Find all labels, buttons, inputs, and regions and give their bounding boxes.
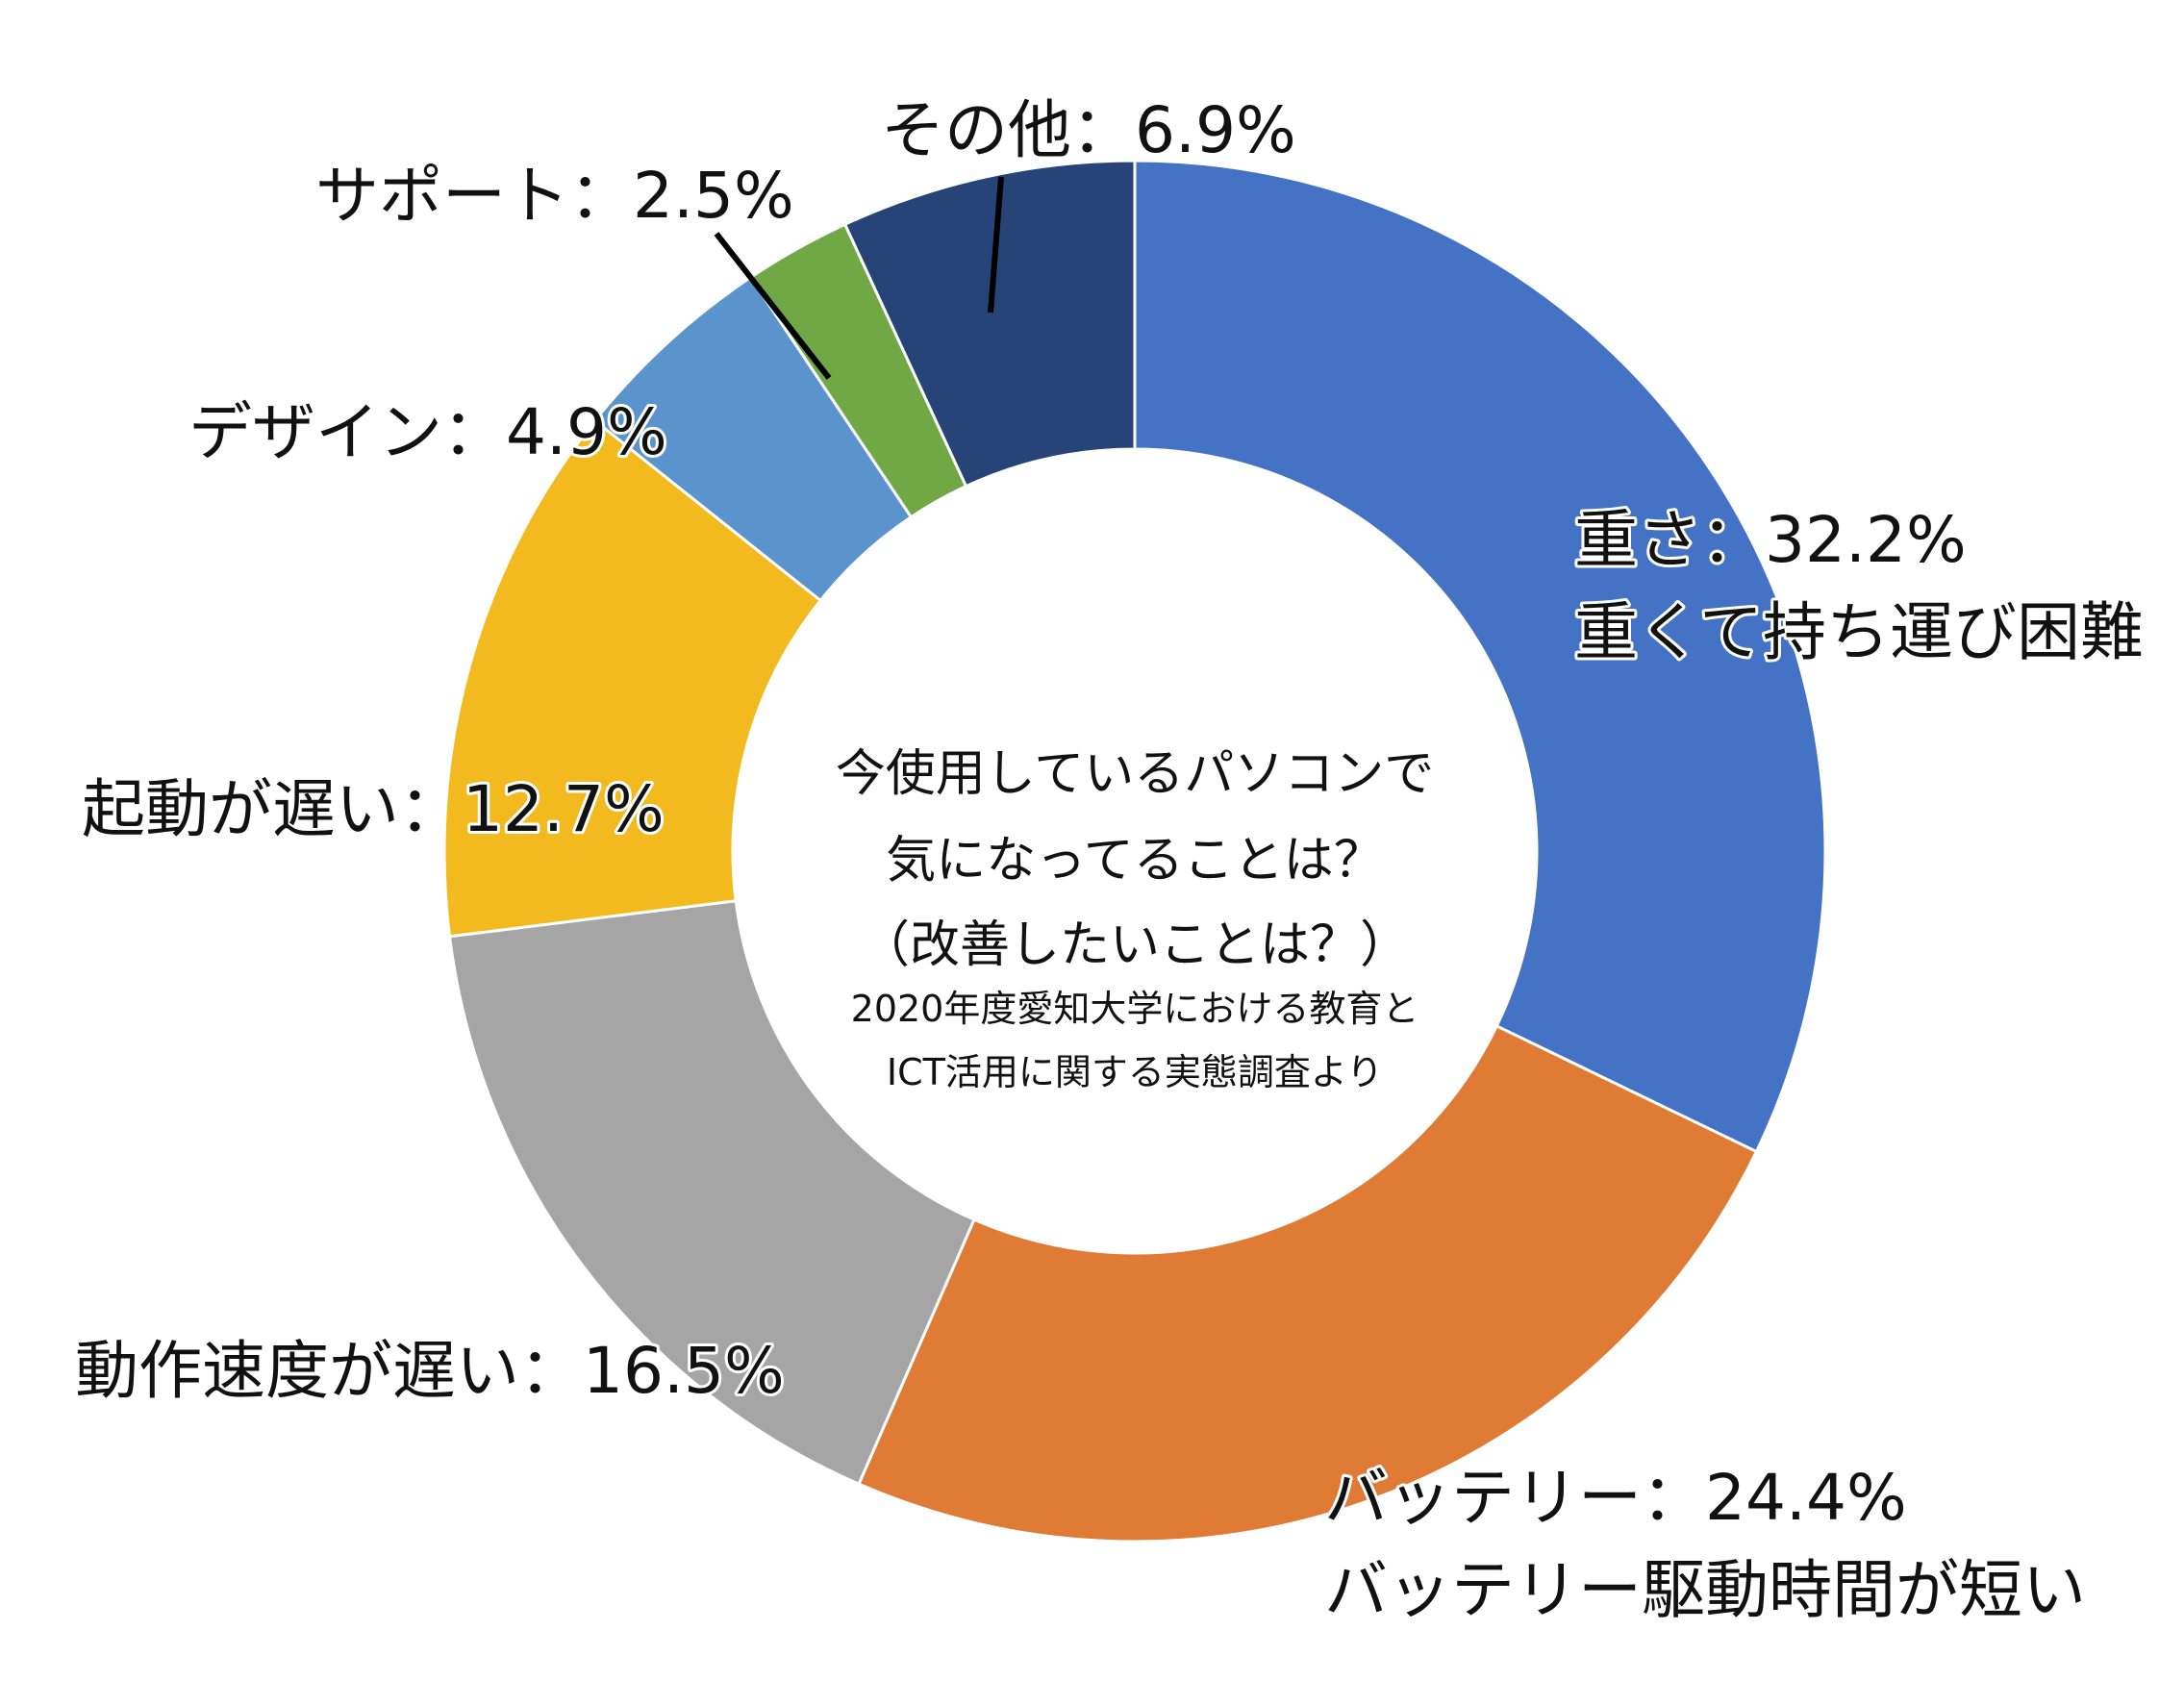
center-title-line-3: （改善したいことは？） [860,916,1410,974]
label-speed: 動作速度が遅い：16.5% [75,1334,785,1408]
center-source-line-1: 2020年度愛知大学における教育と [851,988,1419,1030]
donut-slice-4 [442,418,823,939]
donut-slice-2 [857,1023,1759,1543]
donut-slice-7 [842,159,1137,489]
label-battery-desc: バッテリー駆動時間が短い [1324,1553,2086,1627]
label-boot: 起動が遅い：12.7% [82,772,665,846]
donut-slice-3 [447,899,976,1487]
label-weight-percent: 重さ：32.2% [1574,503,1967,577]
leader-line-other [988,176,1004,314]
leader-line-support [714,232,832,380]
center-title-line-1: 今使用しているパソコンで [836,745,1434,803]
center-title-line-2: 気になってることは？ [886,832,1383,890]
label-weight-desc: 重くて持ち運び困難 [1574,595,2144,669]
donut-slice-1 [1133,159,1827,1154]
label-support: サポート：2.5% [315,159,794,233]
center-source-line-2: ICT活用に関する実態調査より [887,1051,1383,1093]
label-design: デザイン：4.9% [188,395,667,469]
label-battery-percent: バッテリー：24.4% [1324,1461,1907,1535]
label-other: その他：6.9% [881,93,1296,167]
donut-slices [442,159,1827,1543]
